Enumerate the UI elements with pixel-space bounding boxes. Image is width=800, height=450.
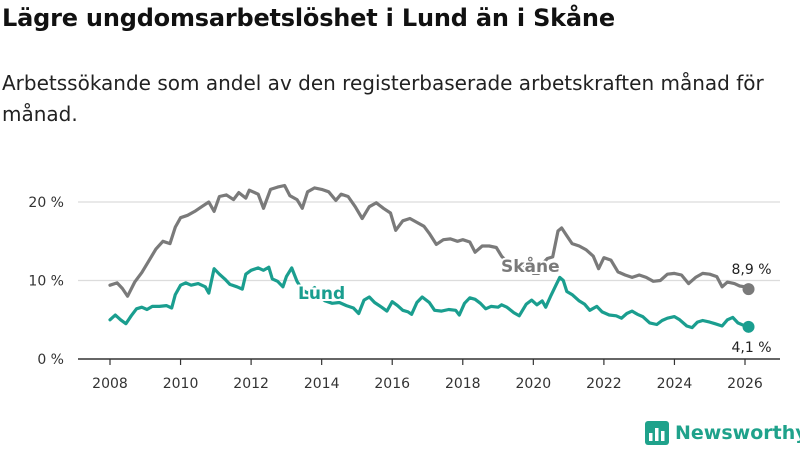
grid-layer — [78, 201, 780, 282]
chart-bars-icon — [645, 421, 669, 445]
x-tick-label-2024: 2024 — [657, 376, 693, 392]
brand-name: Newsworthy — [675, 422, 800, 444]
end-value-label-skane: 8,9 % — [732, 262, 772, 278]
y-tick-label-0: 0 % — [37, 352, 64, 368]
axis-layer: 0 % 10 % 20 % 2008 2010 2012 2014 2016 2018 2020 2… — [28, 195, 780, 392]
chart-title: Lägre ungdomsarbetslöshet i Lund än i Sk… — [2, 4, 615, 32]
series-line-lund — [108, 265, 751, 330]
label-layer: Skåne Lund 8,9 % 4,1 % — [296, 253, 772, 356]
end-point-skne — [742, 283, 755, 296]
x-tick-label-2008: 2008 — [92, 376, 128, 392]
y-tick-label-20: 20 % — [28, 195, 64, 211]
newsworthy-logo[interactable]: Newsworthy — [645, 419, 800, 447]
x-tick-label-2010: 2010 — [163, 376, 199, 392]
series-layer — [108, 183, 755, 333]
x-tick-label-2012: 2012 — [233, 376, 269, 392]
x-tick-label-2022: 2022 — [586, 376, 622, 392]
x-tick-label-2018: 2018 — [445, 376, 481, 392]
series-label-lund: Lund — [298, 284, 345, 304]
series-label-skane: Skåne — [501, 255, 560, 277]
x-tick-label-2020: 2020 — [516, 376, 552, 392]
x-tick-label-2016: 2016 — [374, 376, 410, 392]
end-point-lund — [742, 320, 755, 333]
y-tick-label-10: 10 % — [28, 274, 64, 290]
x-tick-label-2014: 2014 — [304, 376, 340, 392]
series-line-skne — [108, 183, 751, 298]
x-tick-label-2026: 2026 — [727, 376, 763, 392]
end-value-label-lund: 4,1 % — [732, 340, 772, 356]
chart-subtitle: Arbetssökande som andel av den registerb… — [2, 71, 764, 126]
